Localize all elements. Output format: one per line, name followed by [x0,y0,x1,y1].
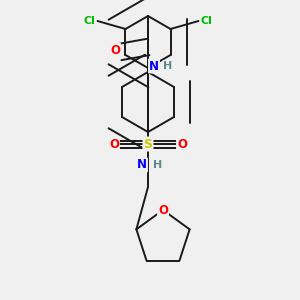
Text: O: O [110,44,120,56]
Text: O: O [109,137,119,151]
Text: N: N [149,59,159,73]
Text: N: N [137,158,147,172]
Text: H: H [153,160,163,170]
Text: Cl: Cl [201,16,212,26]
Text: Cl: Cl [83,16,95,26]
Text: O: O [177,137,187,151]
Text: S: S [143,137,152,151]
Text: O: O [158,203,168,217]
Text: H: H [164,61,172,71]
